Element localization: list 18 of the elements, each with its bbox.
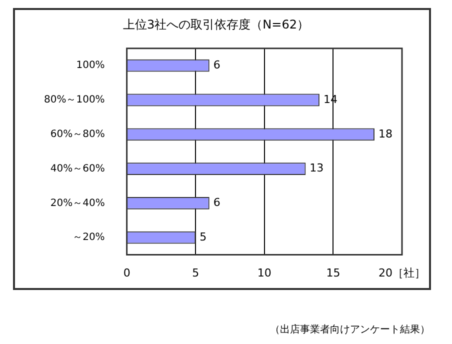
y-tick-label: 20%～40% bbox=[50, 198, 105, 209]
y-tick-label: ～20% bbox=[72, 232, 105, 244]
data-label: 18 bbox=[378, 127, 392, 140]
text: （出店事業者向けアンケート結果） bbox=[270, 324, 430, 336]
y-tick-label: 40%～60% bbox=[50, 163, 105, 174]
data-label: 13 bbox=[310, 162, 324, 175]
x-tick-label: 20［社］ bbox=[378, 266, 426, 280]
data-label: 5 bbox=[200, 230, 207, 244]
x-tick-label: 15 bbox=[326, 266, 340, 280]
data-label: 6 bbox=[213, 196, 220, 210]
y-tick-label: 100% bbox=[76, 60, 105, 72]
y-tick-label: 60%～80% bbox=[50, 128, 105, 140]
y-tick-label: 80%～100% bbox=[44, 94, 105, 106]
data-label: 6 bbox=[213, 58, 220, 72]
x-tick-label: 10 bbox=[257, 266, 272, 280]
x-tick-label: 0 bbox=[123, 266, 130, 280]
x-tick-label: 5 bbox=[192, 266, 200, 280]
chart-title: 上位3社への取引依存度（N=62） bbox=[123, 17, 309, 32]
